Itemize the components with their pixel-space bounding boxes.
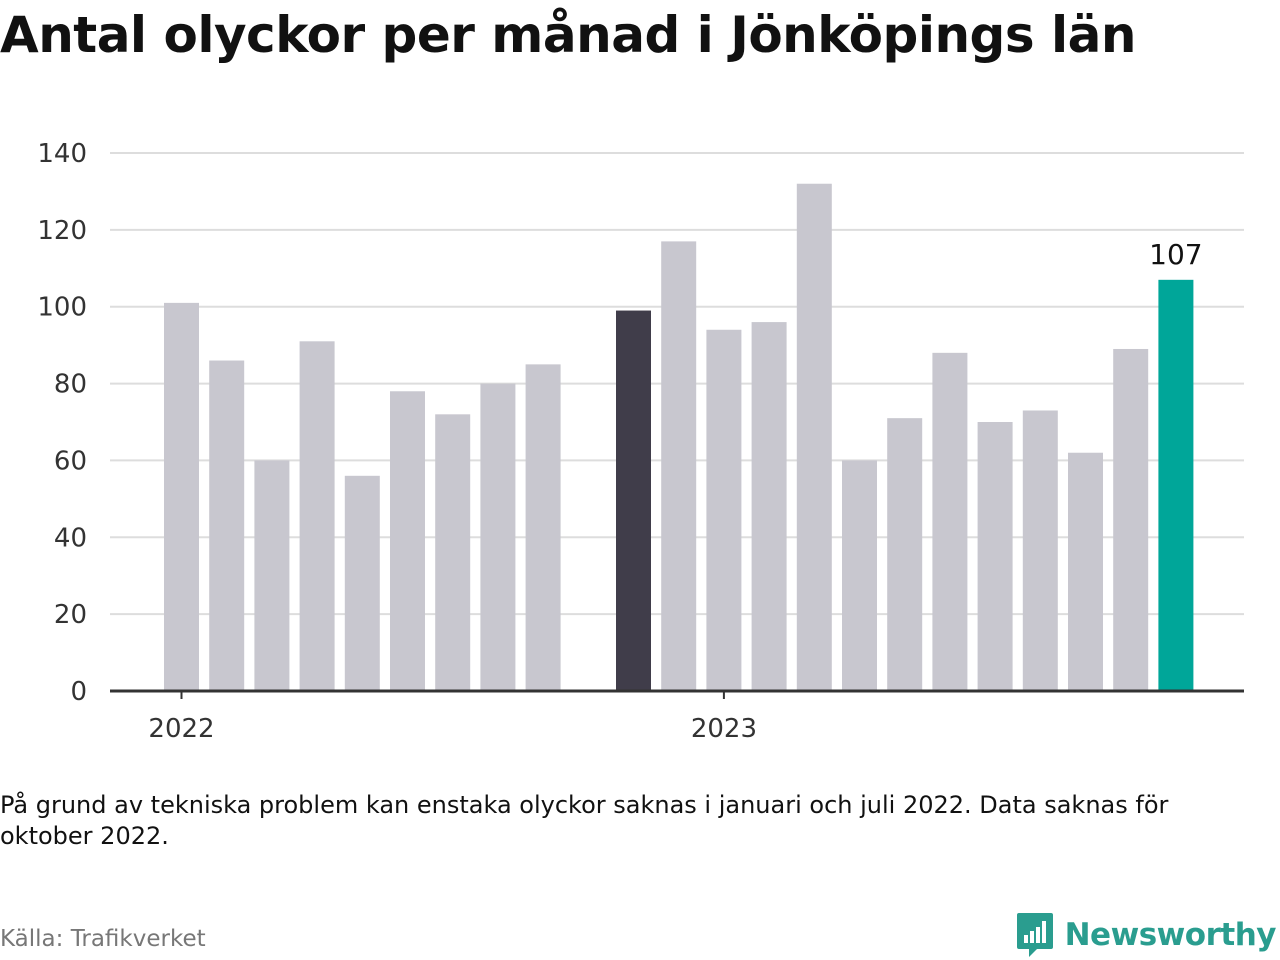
brand-name: Newsworthy xyxy=(1064,917,1277,953)
bar-2022-02 xyxy=(209,360,245,691)
source-credit: Källa: Trafikverket xyxy=(0,926,206,952)
bar-2022-01 xyxy=(164,302,199,691)
bar-2022-07 xyxy=(435,414,471,691)
bar-2023-07 xyxy=(977,422,1013,691)
bar-2023-03 xyxy=(796,183,832,691)
data-labels: 107 xyxy=(1149,238,1202,271)
x-axis-ticks: 2022 2023 xyxy=(148,691,757,744)
bar-2023-06 xyxy=(932,352,968,691)
y-tick-label: 80 xyxy=(54,370,87,400)
chart-title: Antal olyckor per månad i Jönköpings län xyxy=(0,6,1136,64)
bar-2023-05 xyxy=(887,418,923,691)
x-tick-label: 2022 xyxy=(148,714,214,744)
bar-2022-11 xyxy=(616,310,651,691)
brand-logo[interactable]: Newsworthy xyxy=(1015,910,1277,960)
y-tick-label: 20 xyxy=(54,600,87,630)
y-axis-labels: 0 20 40 60 80 100 120 140 xyxy=(37,139,87,707)
data-label: 107 xyxy=(1149,238,1202,271)
bar-chart: 0 20 40 60 80 100 120 140 107 2022 2023 xyxy=(37,139,1244,744)
y-tick-label: 0 xyxy=(70,677,87,707)
bar-2023-10 xyxy=(1113,348,1149,691)
y-tick-label: 100 xyxy=(37,293,87,323)
y-tick-label: 120 xyxy=(37,216,87,246)
bar-2022-12 xyxy=(661,241,697,691)
bar-2023-01 xyxy=(706,329,742,691)
bar-2022-04 xyxy=(299,341,335,691)
bar-2022-03 xyxy=(254,460,290,691)
y-tick-label: 40 xyxy=(54,523,87,553)
y-tick-label: 60 xyxy=(54,446,87,476)
bar-2022-05 xyxy=(344,475,380,691)
bar-2022-09 xyxy=(525,364,561,691)
bar-2023-09 xyxy=(1068,452,1103,691)
x-tick-label: 2023 xyxy=(691,714,757,744)
bar-2023-04 xyxy=(842,460,877,691)
bar-2023-02 xyxy=(751,322,787,691)
bar-2022-06 xyxy=(390,391,425,691)
y-tick-label: 140 xyxy=(37,139,87,169)
bars xyxy=(164,183,1194,691)
bar-2023-11 xyxy=(1158,279,1194,691)
bar-2023-08 xyxy=(1022,410,1058,691)
newsworthy-logo-icon xyxy=(1016,913,1053,957)
bar-2022-08 xyxy=(480,383,516,691)
chart-note: På grund av tekniska problem kan enstaka… xyxy=(0,791,1169,850)
